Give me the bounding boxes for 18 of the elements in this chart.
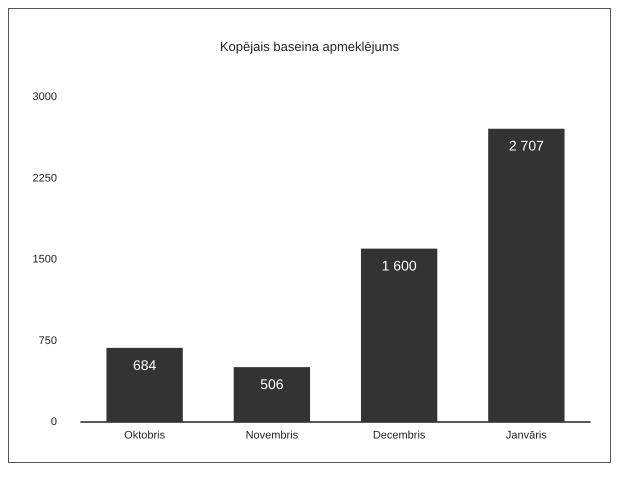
bar xyxy=(488,128,565,422)
y-tick-label: 3000 xyxy=(32,91,57,103)
x-tick-label: Decembris xyxy=(372,430,426,442)
bar xyxy=(360,248,438,422)
y-tick-label: 750 xyxy=(38,334,57,347)
bar xyxy=(106,348,183,422)
data-label: 506 xyxy=(260,376,284,392)
data-label: 2 707 xyxy=(508,138,544,154)
bar xyxy=(234,367,310,422)
x-tick-label: Oktobris xyxy=(124,430,166,442)
data-label: 684 xyxy=(132,356,157,373)
y-tick-label: 1500 xyxy=(32,254,57,266)
x-tick-label: Novembris xyxy=(246,430,299,442)
y-tick-label: 0 xyxy=(50,416,57,428)
y-tick-label: 2250 xyxy=(32,172,57,184)
data-label: 1 600 xyxy=(382,258,417,274)
chart-title: Kopējais baseina apmeklējums xyxy=(220,39,400,54)
x-tick-label: Janvāris xyxy=(506,430,548,442)
